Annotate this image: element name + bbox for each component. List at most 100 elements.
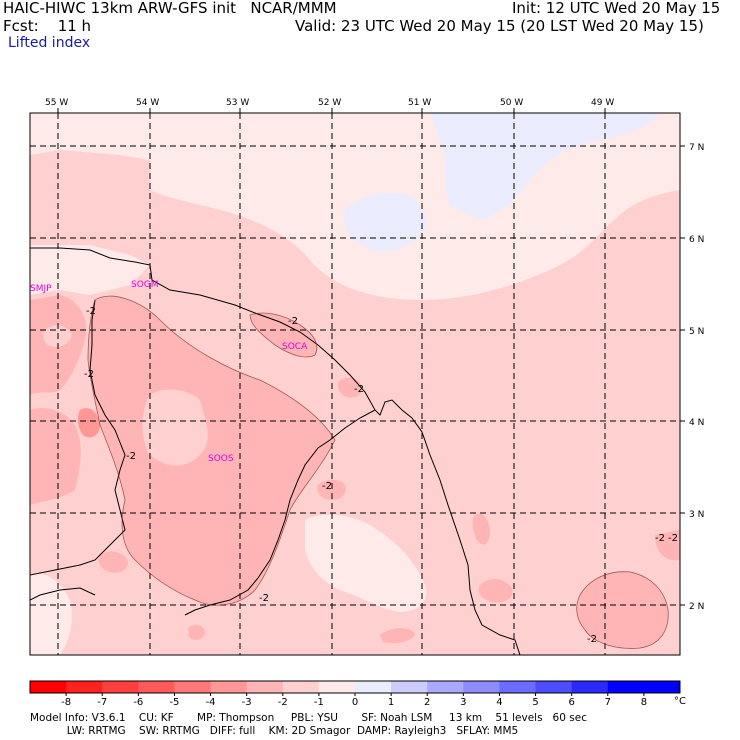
field-near-neutral-northwest [30,113,200,160]
colorbar-box [463,681,500,693]
colorbar-tick-label: -8 [61,697,71,708]
field-moderate-spot8 [655,530,680,561]
stations: SMJP SOGM SOCA SOOS [30,280,308,464]
colorbar-tick-label: 6 [568,697,574,708]
colorbar-tick-label: 0 [352,697,358,708]
lat-label: 5 N [689,327,704,337]
colorbar-tick-label: 3 [460,697,466,708]
colorbar-tick-label: -6 [133,697,143,708]
colorbar-box [318,681,356,693]
colorbar-box [66,681,103,693]
field-moderate-southeast [576,571,669,649]
colorbar-tick-label: 4 [496,697,502,708]
lifted-index-field [30,113,680,655]
valid-time: Valid: 23 UTC Wed 20 May 15 (20 LST Wed … [295,17,704,35]
border-west [30,299,126,576]
model-info-line1: Model Info: V3.6.1 CU: KF MP: Thompson P… [30,712,587,724]
lat-label: 6 N [689,235,704,245]
field-name: Lifted index [8,35,91,51]
field-moderate-spot5 [98,551,128,573]
contour-label: -2 [86,306,96,317]
station-soos: SOOS [208,454,234,464]
colorbar-box [427,681,464,693]
contour-label: -2 [587,634,597,645]
colorbar-box [30,681,67,693]
colorbar-box [174,681,212,693]
colorbar-box [535,681,573,693]
field-hole-center [142,389,208,466]
field-moderate-spot6 [380,628,415,644]
contour-label: -2 [655,533,665,544]
latitude-labels: 7 N 6 N 5 N 4 N 3 N 2 N [689,143,704,612]
lon-label: 52 W [318,98,341,108]
longitude-labels: 55 W 54 W 53 W 52 W 51 W 50 W 49 W [45,98,614,108]
field-moderate-spot4 [478,578,513,603]
colorbar-box [246,681,284,693]
colorbar-tick-label: 8 [641,697,647,708]
field-moderate-spot1 [317,479,346,500]
model-title: HAIC-HIWC 13km ARW-GFS init NCAR/MMM [3,0,337,17]
station-smjp: SMJP [30,284,52,294]
colorbar-box [571,681,609,693]
colorbar-box [210,681,248,693]
colorbar-box [499,681,537,693]
model-info-line2: LW: RRTMG SW: RRTMG DIFF: full KM: 2D Sm… [30,725,519,737]
colorbar-tick-label: 2 [424,697,430,708]
forecast-hour: Fcst: 11 h [3,17,92,35]
coastlines-borders [30,247,521,655]
colorbar-tick-label: -3 [242,697,252,708]
border-south [30,587,96,601]
colorbar-unit: °C [674,696,686,707]
station-soca: SOCA [282,342,308,352]
colorbar-tick-label: -1 [314,697,324,708]
colorbar-box [355,681,392,693]
lon-label: 49 W [591,98,614,108]
colorbar-box [282,681,320,693]
colorbar-box [138,681,175,693]
colorbar-tick-label: 7 [605,697,611,708]
field-positive-north [430,113,660,220]
colorbar-tick-label: 1 [388,697,394,708]
lat-label: 3 N [689,510,704,520]
contour-label: -2 [84,369,94,380]
contour-label: -2 [322,481,332,492]
station-sogm: SOGM [131,280,159,290]
colorbar-tick-label: -5 [169,697,179,708]
field-moderate-spot2 [337,377,362,398]
colorbar-tick-label: 5 [532,697,538,708]
colorbar: -8 -7 -6 -5 -4 -3 -2 -1 0 1 2 3 4 5 6 7 8 [29,680,681,708]
lon-label: 51 W [408,98,431,108]
field-moderate-sw [30,408,81,505]
contour-label: -2 [126,451,136,462]
field-moderate-spot3 [472,513,490,545]
contour-label: -2 [288,316,298,327]
colorbar-box [643,681,681,693]
colorbar-tick-label: -2 [278,697,288,708]
lon-label: 53 W [226,98,249,108]
contour-label: -2 [259,593,269,604]
colorbar-box [391,681,428,693]
field-moderate-spot7 [188,624,205,640]
contour-label: -2 [354,384,364,395]
field-positive-center [344,193,427,252]
contour-label: -2 [668,533,678,544]
field-near-neutral-west [30,245,150,295]
contour-lines [87,295,669,649]
colorbar-box [102,681,139,693]
field-near-neutral-sw [30,573,72,655]
field-strong-spot [77,408,100,438]
lat-label: 2 N [689,602,704,612]
border-east [184,409,376,616]
lat-label: 7 N [689,143,704,153]
contour-labels: -2 -2 -2 -2 -2 -2 -2 -2 -2 -2 [84,306,678,645]
init-time: Init: 12 UTC Wed 20 May 15 [512,0,721,17]
colorbar-tick-label: -7 [97,697,107,708]
map-frame [29,112,681,656]
colorbar-box [607,681,645,693]
field-near-neutral-south [305,514,427,612]
field-moderate-coast [250,313,317,357]
colorbar-tick-label: -4 [206,697,216,708]
lon-label: 55 W [45,98,68,108]
lat-label: 4 N [689,418,704,428]
